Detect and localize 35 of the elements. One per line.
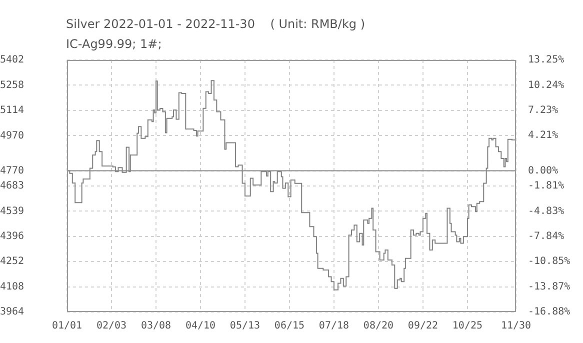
x-tick-label: 07/18 bbox=[318, 320, 350, 332]
x-tick-label: 01/01 bbox=[52, 320, 82, 332]
y-tick-label: 4770 bbox=[0, 165, 24, 176]
x-tick-label: 11/30 bbox=[500, 320, 532, 332]
x-tick-label: 08/20 bbox=[363, 320, 394, 332]
chart-title: Silver 2022-01-01 - 2022-11-30 ( Unit: RMB/kg ) bbox=[66, 17, 366, 31]
y-tick-label: 4970 bbox=[0, 130, 24, 142]
y2-tick-label: 10.24% bbox=[528, 80, 564, 91]
x-tick-label: 10/25 bbox=[452, 320, 483, 332]
y2-tick-label: -13.87% bbox=[528, 281, 570, 292]
y-tick-label: 4683 bbox=[0, 180, 24, 192]
y-tick-label: 4396 bbox=[0, 230, 24, 242]
y-tick-label: 4252 bbox=[0, 256, 24, 268]
x-tick-label: 05/13 bbox=[230, 320, 260, 332]
y2-tick-label: 0.00% bbox=[528, 165, 558, 176]
y2-tick-label: -1.81% bbox=[528, 180, 564, 192]
x-tick-label: 09/22 bbox=[408, 320, 438, 332]
y2-tick-label: 13.25% bbox=[528, 54, 564, 66]
y2-tick-label: -16.88% bbox=[528, 306, 570, 318]
y-tick-label: 4539 bbox=[0, 206, 24, 217]
x-tick-label: 04/10 bbox=[185, 320, 216, 332]
x-tick-label: 03/08 bbox=[140, 320, 172, 332]
y-tick-label: 4108 bbox=[0, 281, 24, 292]
x-tick-label: 06/15 bbox=[274, 320, 305, 332]
y-tick-label: 5258 bbox=[0, 80, 24, 91]
chart-subtitle: IC-Ag99.99; 1#; bbox=[66, 37, 162, 51]
y2-tick-label: -4.83% bbox=[528, 206, 564, 217]
x-tick-label: 02/03 bbox=[96, 320, 127, 332]
y-tick-label: 5402 bbox=[0, 54, 24, 66]
y-tick-label: 3964 bbox=[0, 306, 24, 318]
y2-tick-label: 4.21% bbox=[528, 130, 558, 142]
y2-tick-label: 7.23% bbox=[528, 104, 558, 116]
y2-tick-label: -10.85% bbox=[528, 256, 570, 268]
y-tick-label: 5114 bbox=[0, 105, 24, 116]
y2-tick-label: -7.84% bbox=[528, 230, 564, 242]
